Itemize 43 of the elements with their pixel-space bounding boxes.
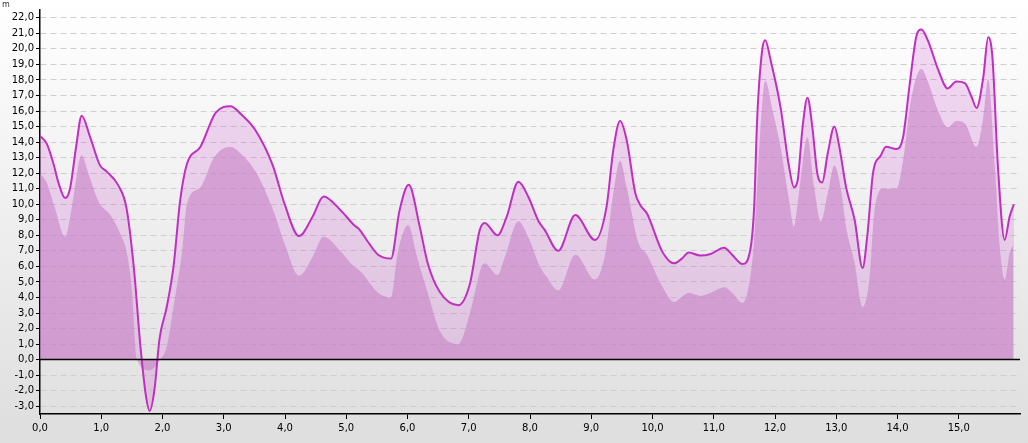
y-tick-label: 2,0 (18, 322, 34, 334)
y-tick-label: 10,0 (11, 197, 34, 209)
y-tick-label: 21,0 (11, 26, 34, 38)
x-tick-label: 14,0 (886, 421, 909, 433)
x-tick-label: 12,0 (763, 421, 787, 433)
y-tick-label: 12,0 (11, 166, 34, 178)
x-tick-label: 15,0 (947, 421, 970, 433)
y-tick-label: 13,0 (11, 151, 34, 163)
y-tick-label: 0,0 (18, 353, 34, 365)
x-tick-label: 6,0 (399, 421, 416, 433)
y-tick-label: 16,0 (11, 104, 34, 116)
x-tick-label: 10,0 (641, 421, 664, 433)
y-tick-label: 6,0 (18, 259, 34, 271)
x-tick-label: 3,0 (215, 421, 232, 433)
y-tick-label: 3,0 (18, 306, 34, 318)
x-tick-label: 9,0 (583, 421, 600, 433)
y-tick-label: 9,0 (18, 213, 34, 225)
x-tick-label: 13,0 (825, 421, 848, 433)
y-tick-label: 17,0 (11, 89, 34, 101)
y-tick-label: 20,0 (11, 42, 34, 54)
y-tick-label: 18,0 (11, 73, 34, 85)
x-tick-label: 11,0 (702, 421, 725, 433)
x-tick-label: 1,0 (93, 421, 110, 433)
y-tick-label: 7,0 (18, 244, 34, 256)
y-tick-label: -1,0 (14, 368, 34, 380)
x-tick-label: 4,0 (277, 421, 293, 433)
y-tick-label: 8,0 (18, 228, 34, 240)
x-tick-label: 8,0 (522, 421, 538, 433)
y-tick-label: 4,0 (18, 291, 34, 303)
y-axis-title: m (2, 0, 10, 10)
y-tick-label: 14,0 (11, 135, 34, 147)
y-tick-label: 22,0 (11, 11, 34, 23)
x-tick-label: 5,0 (338, 421, 355, 433)
y-tick-label: -2,0 (14, 384, 34, 396)
y-tick-label: 19,0 (11, 57, 34, 69)
y-tick-label: -3,0 (14, 399, 34, 411)
y-tick-label: 5,0 (18, 275, 34, 287)
x-tick-label: 2,0 (154, 421, 171, 433)
x-tick-label: 7,0 (460, 421, 477, 433)
y-tick-label: 15,0 (11, 120, 34, 132)
x-tick-label: 0,0 (32, 421, 48, 433)
y-tick-label: 1,0 (18, 337, 34, 349)
y-tick-label: 11,0 (11, 182, 34, 194)
